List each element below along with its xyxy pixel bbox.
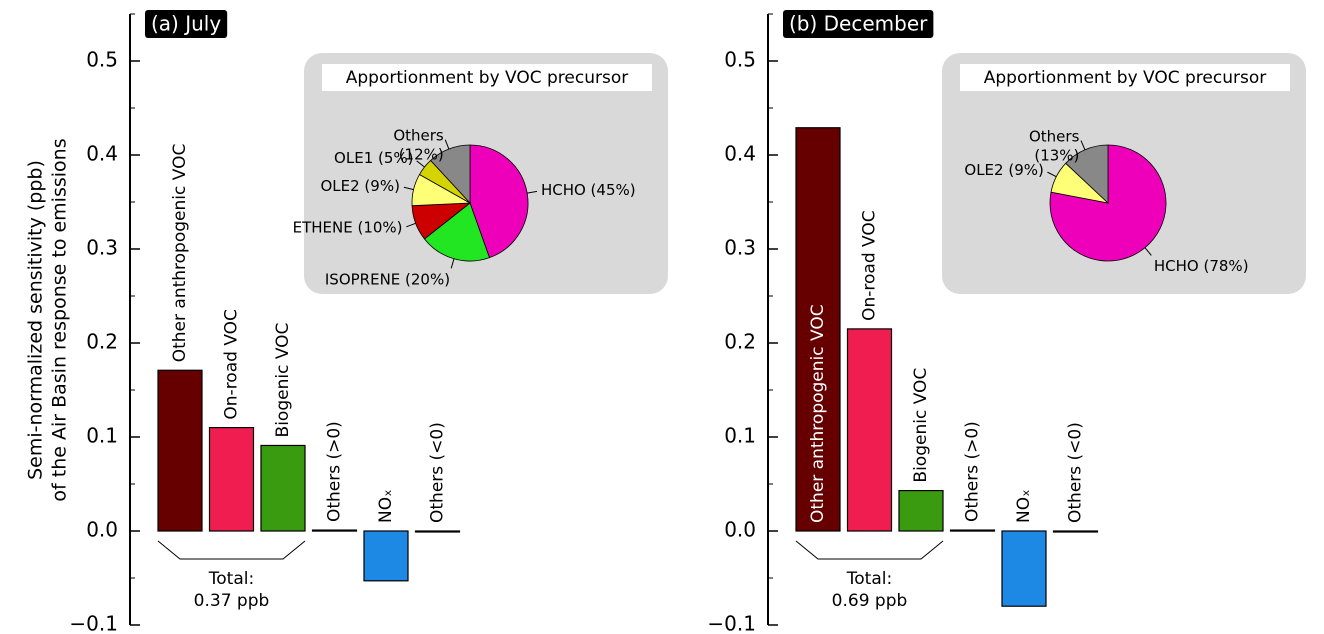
bar-label: NOₓ <box>1014 489 1034 523</box>
y-tick-label: −0.1 <box>707 612 756 634</box>
pie-inset: Apportionment by VOC precursor HCHO (45%)… <box>293 53 668 294</box>
bar-label: Others (<0) <box>428 422 448 523</box>
pie-label: ETHENE (10%) <box>293 219 403 237</box>
panel-title-box <box>145 10 228 38</box>
bar <box>898 489 944 532</box>
bar-label: Other anthropogenic VOC <box>808 304 828 523</box>
bar <box>157 369 203 532</box>
pie-label: HCHO (78%) <box>1154 257 1249 275</box>
pie-leader <box>444 139 450 150</box>
inset-title: Apportionment by VOC precursor <box>984 68 1267 88</box>
bar-label: Biogenic VOC <box>273 323 293 438</box>
y-tick-label: 0.1 <box>724 424 756 448</box>
bar-label: Others (>0) <box>963 421 983 522</box>
y-tick-label: 0.3 <box>86 236 118 260</box>
pie-leader <box>1047 171 1057 178</box>
bar-label: NOₓ <box>376 489 396 523</box>
bar <box>260 444 306 532</box>
bar <box>414 530 461 533</box>
bar <box>363 530 409 582</box>
bar-label: Others (<0) <box>1066 422 1086 523</box>
pie-label: (13%) <box>1034 146 1079 164</box>
bar <box>949 529 996 532</box>
pie-label: HCHO (45%) <box>541 181 636 199</box>
bar-label: On-road VOC <box>222 309 242 420</box>
panel-title-box <box>783 10 934 38</box>
pie-slice <box>430 144 471 205</box>
y-tick-label: 0.2 <box>724 330 756 354</box>
y-tick-label: 0.2 <box>86 330 118 354</box>
panel-title: (a) July <box>151 12 221 36</box>
pie-label: OLE1 (5%) <box>334 149 413 167</box>
panel: −0.1 0.0 0.1 0.2 0.3 0.4 0.5 Semi-normalized se… <box>25 10 461 634</box>
y-tick-label: −0.1 <box>69 612 118 634</box>
inset-title-box <box>322 64 652 91</box>
panel: −0.1 0.0 0.1 0.2 0.3 0.4 0.5 (b) December Other … <box>707 10 1099 634</box>
y-axis-label: Semi-normalized sensitivity (ppb) <box>25 160 47 480</box>
pie-leader <box>527 190 538 194</box>
y-tick-label: 0.4 <box>724 142 756 166</box>
inset-title: Apportionment by VOC precursor <box>346 68 629 88</box>
bar <box>795 127 841 532</box>
pie-inset: Apportionment by VOC precursor HCHO (78%)… <box>942 53 1306 294</box>
y-tick-label: 0.3 <box>724 236 756 260</box>
pie-label: Others <box>393 126 444 144</box>
pie-label: (12%) <box>399 145 444 163</box>
pie-leader <box>403 186 414 191</box>
y-tick-label: 0.5 <box>724 48 756 72</box>
pie-label: OLE2 (9%) <box>964 161 1043 179</box>
pie-label: OLE2 (9%) <box>320 177 399 195</box>
pie-slice <box>423 202 490 262</box>
pie-slice <box>1049 144 1167 262</box>
bar-label: Others (>0) <box>325 421 345 522</box>
pie-leader <box>416 160 425 168</box>
bar <box>846 328 893 532</box>
y-axis-label: of the Air Basin response to emissions <box>49 138 71 501</box>
bar <box>311 529 358 532</box>
y-tick-label: 0.0 <box>724 518 756 542</box>
total-annotation: Total: <box>208 569 254 589</box>
pie-label: Others <box>1029 127 1080 145</box>
bar <box>1052 530 1099 533</box>
panel-title: (b) December <box>789 12 928 36</box>
bar-label: On-road VOC <box>860 210 880 321</box>
total-bracket <box>795 540 944 560</box>
total-annotation: 0.69 ppb <box>832 591 908 611</box>
pie-leader <box>406 222 416 228</box>
total-bracket <box>157 540 306 560</box>
bar-label: Biogenic VOC <box>911 368 931 483</box>
y-tick-label: 0.0 <box>86 518 118 542</box>
y-tick-label: 0.4 <box>86 142 118 166</box>
y-tick-label: 0.1 <box>86 424 118 448</box>
pie-label: ISOPRENE (20%) <box>325 271 450 289</box>
inset-title-box <box>960 64 1290 91</box>
pie-leader <box>450 258 455 269</box>
y-tick-label: 0.5 <box>86 48 118 72</box>
pie-leader <box>1144 247 1152 256</box>
bar-label: Other anthropogenic VOC <box>170 144 190 363</box>
pie-leader <box>1080 140 1086 150</box>
total-annotation: Total: <box>846 569 892 589</box>
bar <box>1001 530 1047 607</box>
bar <box>208 427 255 532</box>
total-annotation: 0.37 ppb <box>194 591 270 611</box>
